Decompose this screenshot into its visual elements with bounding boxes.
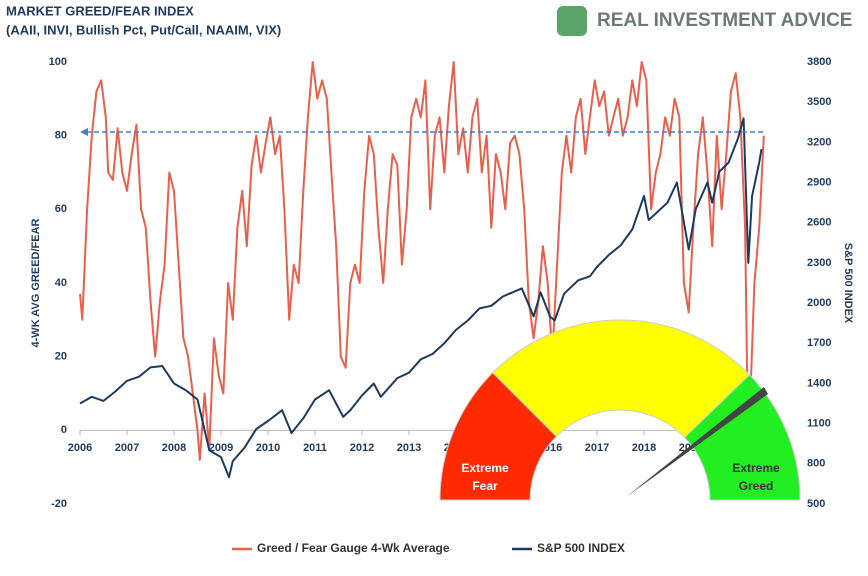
y2-tick-label: 3500 — [807, 96, 831, 108]
y-tick-label: 20 — [55, 351, 67, 363]
x-tick-label: 2013 — [397, 442, 421, 454]
x-tick-label: 2009 — [209, 442, 233, 454]
chart-title: MARKET GREED/FEAR INDEX — [6, 3, 194, 18]
x-tick-label: 2017 — [585, 442, 609, 454]
gauge-greed-label: Extreme Greed — [732, 461, 780, 493]
y2-tick-label: 1700 — [807, 337, 831, 349]
legend-label: S&P 500 INDEX — [537, 541, 625, 555]
y2-tick-label: 1100 — [807, 418, 831, 430]
x-tick-label: 2018 — [632, 442, 656, 454]
y-tick-label: 60 — [55, 203, 67, 215]
y2-tick-label: 2000 — [807, 297, 831, 309]
chart-subtitle: (AAII, INVI, Bullish Pct, Put/Call, NAAI… — [6, 22, 281, 37]
x-tick-label: 2011 — [303, 442, 327, 454]
y-tick-label: 40 — [55, 277, 67, 289]
y-tick-label: 100 — [49, 56, 67, 68]
x-tick-label: 2006 — [68, 442, 92, 454]
logo-icon — [557, 6, 587, 36]
y-axis-title: 4-WK AVG GREED/FEAR — [30, 218, 42, 347]
y2-tick-label: 500 — [807, 498, 825, 510]
y2-tick-label: 3200 — [807, 136, 831, 148]
gauge-fear-label: Extreme Fear — [461, 461, 509, 493]
x-tick-label: 2007 — [115, 442, 139, 454]
x-tick-label: 2008 — [162, 442, 186, 454]
x-tick-label: 2010 — [256, 442, 280, 454]
y-tick-label: 0 — [61, 424, 67, 436]
logo: REAL INVESTMENT ADVICE — [557, 6, 852, 36]
series-line — [79, 117, 763, 479]
y2-tick-label: 2600 — [807, 217, 831, 229]
series-line — [79, 61, 765, 461]
y-tick-label: -20 — [51, 498, 67, 510]
gauge: Extreme Fear Extreme Greed — [439, 319, 801, 501]
y2-tick-label: 3800 — [807, 56, 831, 68]
gauge-neutral — [491, 319, 751, 439]
y2-tick-label: 800 — [807, 458, 825, 470]
y-tick-label: 80 — [55, 130, 67, 142]
y2-tick-label: 2900 — [807, 176, 831, 188]
legend-label: Greed / Fear Gauge 4-Wk Average — [257, 541, 450, 555]
reference-arrow — [80, 127, 88, 136]
x-tick-label: 2012 — [350, 442, 374, 454]
gauge-greed — [683, 374, 801, 501]
y2-axis-title: S&P 500 INDEX — [842, 243, 854, 324]
y2-tick-label: 2300 — [807, 257, 831, 269]
logo-text: REAL INVESTMENT ADVICE — [597, 10, 852, 31]
gauge-needle — [626, 387, 768, 497]
y2-tick-label: 1400 — [807, 377, 831, 389]
